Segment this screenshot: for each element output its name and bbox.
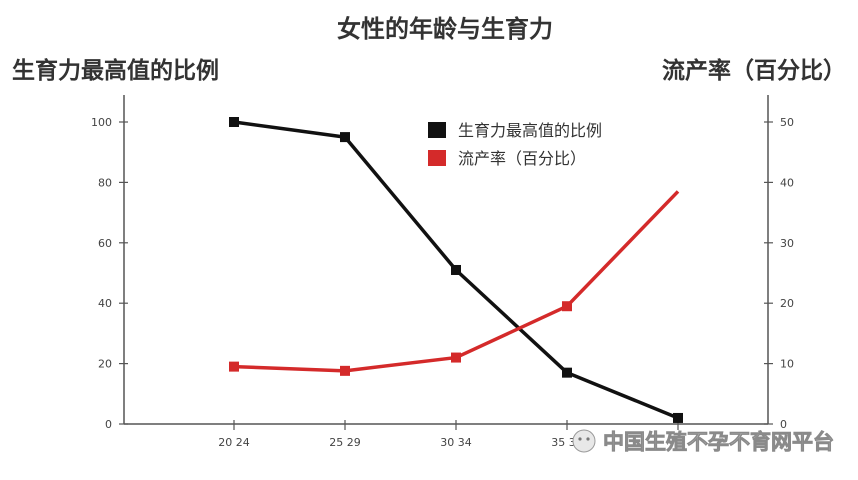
left-tick-label: 100 xyxy=(91,116,112,129)
left-tick-label: 20 xyxy=(98,358,112,371)
data-point-miscarriage xyxy=(229,361,239,372)
wechat-icon-eye-right xyxy=(586,437,590,441)
data-point-fertility xyxy=(562,367,572,378)
wechat-icon-eye-left xyxy=(578,437,582,441)
right-tick-label: 40 xyxy=(780,176,794,189)
legend-label-fertility: 生育力最高值的比例 xyxy=(458,121,602,140)
left-tick-label: 40 xyxy=(98,297,112,310)
left-tick-label: 0 xyxy=(105,418,112,431)
right-axis-title: 流产率（百分比） xyxy=(662,57,846,84)
right-tick-label: 30 xyxy=(780,237,794,250)
data-point-fertility xyxy=(229,117,239,127)
right-tick-label: 10 xyxy=(780,358,794,371)
legend-label-miscarriage: 流产率（百分比） xyxy=(458,149,586,168)
right-tick-label: 50 xyxy=(780,116,794,129)
wechat-icon xyxy=(572,429,596,453)
series-line-miscarriage xyxy=(233,190,680,373)
left-axis-title: 生育力最高值的比例 xyxy=(12,57,219,84)
watermark-text: 中国生殖不孕不育网平台 xyxy=(603,430,834,454)
x-tick-label: 30 34 xyxy=(440,436,472,449)
legend: 生育力最高值的比例 流产率（百分比） xyxy=(428,121,602,168)
data-point-fertility xyxy=(451,264,461,275)
legend-swatch-fertility xyxy=(428,122,446,138)
x-tick-label: 20 24 xyxy=(218,436,250,449)
data-point-miscarriage xyxy=(562,301,572,312)
series-group xyxy=(229,117,683,423)
data-point-fertility xyxy=(340,132,350,143)
watermark: 中国生殖不孕不育网平台 xyxy=(572,429,834,454)
right-tick-label: 0 xyxy=(780,418,787,431)
left-tick-label: 60 xyxy=(98,237,112,250)
left-tick-label: 80 xyxy=(98,176,112,189)
chart-title: 女性的年龄与生育力 xyxy=(337,15,553,43)
data-point-miscarriage xyxy=(451,352,461,363)
x-tick-label: 25 29 xyxy=(329,436,361,449)
right-tick-label: 20 xyxy=(780,297,794,310)
legend-swatch-miscarriage xyxy=(428,150,446,166)
data-point-fertility xyxy=(673,412,683,423)
data-point-miscarriage xyxy=(340,365,350,376)
